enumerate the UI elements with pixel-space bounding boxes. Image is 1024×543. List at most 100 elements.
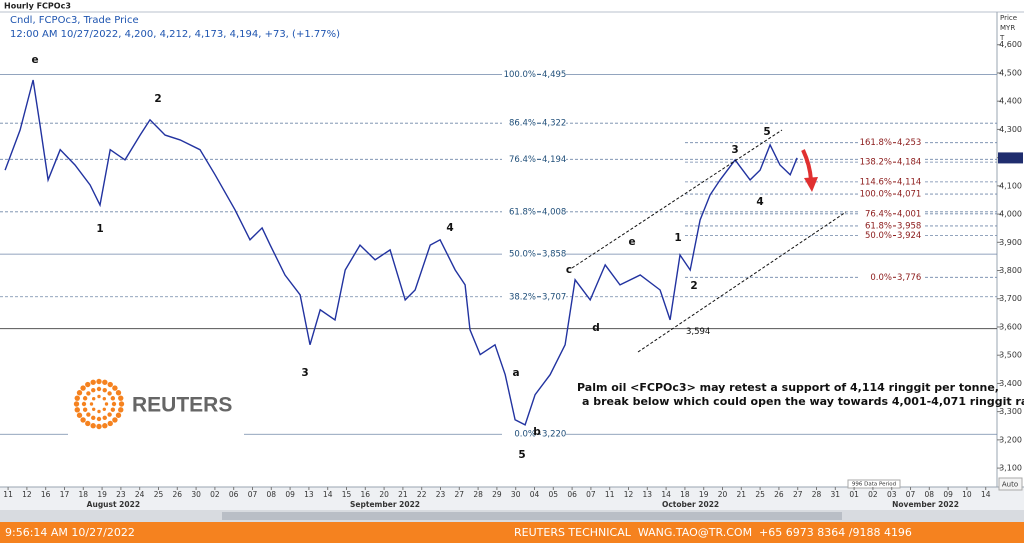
red-arrow [801,149,818,192]
logo-dot [111,401,117,407]
y-tick-label: 4,300 [999,125,1022,134]
fib-value: 3,776 [897,273,921,283]
x-tick-label: 19 [699,490,709,499]
wave-label: e [628,236,635,248]
logo-dot [82,396,88,401]
x-tick-label: 23 [436,490,446,499]
x-tick-label: 04 [530,490,540,499]
logo-dot [91,387,96,393]
logo-dot [110,396,116,401]
logo-dot [73,401,80,407]
x-tick-label: 18 [79,490,89,499]
support-label: 3,594 [686,327,710,337]
wave-label: 3 [731,144,738,156]
fib-label-bg [858,176,924,187]
x-tick-label: 28 [473,490,483,499]
fib-value: 4,001 [897,209,921,219]
wave-label: 1 [674,232,681,244]
fib-value: 4,495 [542,70,566,80]
x-tick-label: 06 [229,490,239,499]
x-tick-label: 20 [718,490,728,499]
x-tick-label: 27 [793,490,803,499]
x-tick-label: 19 [97,490,107,499]
footer-contact: REUTERS TECHNICAL WANG.TAO@TR.COM +65 69… [514,526,912,539]
logo-dot [86,412,91,417]
x-tick-label: 09 [285,490,295,499]
x-tick-label: 23 [116,490,126,499]
x-tick-label: 06 [567,490,577,499]
price-line [4,79,798,426]
fib-label-bg [502,249,566,260]
fib-label-bg [502,154,566,165]
x-tick-label: 05 [549,490,559,499]
auto-label[interactable]: Auto [1002,481,1018,489]
fib-ratio: 76.4% [509,155,536,165]
wave-label: 1 [96,223,103,235]
x-tick-label: 14 [661,490,671,499]
x-tick-label: 21 [398,490,408,499]
logo-dot [91,407,96,412]
fib-ratio: 50.0% [509,250,536,260]
fib-value: 4,194 [542,155,566,165]
x-tick-label: 12 [22,490,32,499]
footer-time: 9:56:14 AM 10/27/2022 [5,526,135,539]
x-tick-label: 22 [417,490,427,499]
logo-dot [102,415,107,421]
y-tick-label: 3,900 [999,238,1022,247]
fib-ratio: 0.0% [870,273,892,283]
x-tick-label: 26 [173,490,183,499]
fib-ratio: 38.2% [509,292,536,302]
logo-dot [112,417,118,423]
logo-dot [102,387,107,393]
logo-dot [80,417,86,423]
x-tick-label: 25 [154,490,164,499]
fib-value: 4,322 [542,119,566,129]
fib-label-bg [502,429,566,440]
channel-lower [637,211,847,353]
fib-ratio: 50.0% [865,231,892,241]
wave-label: e [31,54,38,66]
logo-dot [107,391,112,396]
fib-ratio: 138.2% [860,158,892,168]
x-tick-label: 01 [849,490,859,499]
logo-dot [85,381,91,388]
month-label: August 2022 [87,500,140,509]
logo-dot [96,416,102,422]
y-tick-label: 3,100 [999,464,1022,473]
auto-button[interactable] [998,477,1023,491]
logo-dot [115,390,122,396]
logo-dot [81,401,87,407]
wave-label: 5 [763,126,770,138]
x-tick-label: 26 [774,490,784,499]
wave-label: d [592,322,600,334]
y-tick-label: 3,300 [999,407,1022,416]
logo-dot [80,385,86,391]
chart-title: Hourly FCPOc3 [4,2,71,11]
fib-ratio: 114.6% [860,177,892,187]
x-tick-label: 07 [248,490,258,499]
fib-ratio: 76.4% [865,209,892,219]
x-tick-label: 28 [812,490,822,499]
logo-dot [90,423,96,429]
x-tick-label: 30 [511,490,521,499]
fib-ratio: 86.4% [509,119,536,129]
logo-dot [107,381,113,388]
logo-dot [110,407,116,412]
fib-ratio: 61.8% [865,221,892,231]
legend-series: Cndl, FCPOc3, Trade Price [10,15,139,26]
month-label: October 2022 [662,500,719,509]
fib-value: 4,071 [897,190,921,200]
logo-dot [82,407,88,412]
logo-dot [118,395,124,401]
wave-label: a [512,367,519,379]
fib-label-bg [858,230,924,241]
axis-label: MYR [1000,24,1015,32]
y-tick-label: 4,600 [999,40,1022,49]
fib-value: 4,253 [897,138,921,148]
fib-value: 4,184 [897,158,921,168]
x-tick-label: 07 [906,490,916,499]
logo-dot [107,412,112,417]
fib-value: 3,858 [542,250,566,260]
fib-value: 4,008 [542,207,566,217]
